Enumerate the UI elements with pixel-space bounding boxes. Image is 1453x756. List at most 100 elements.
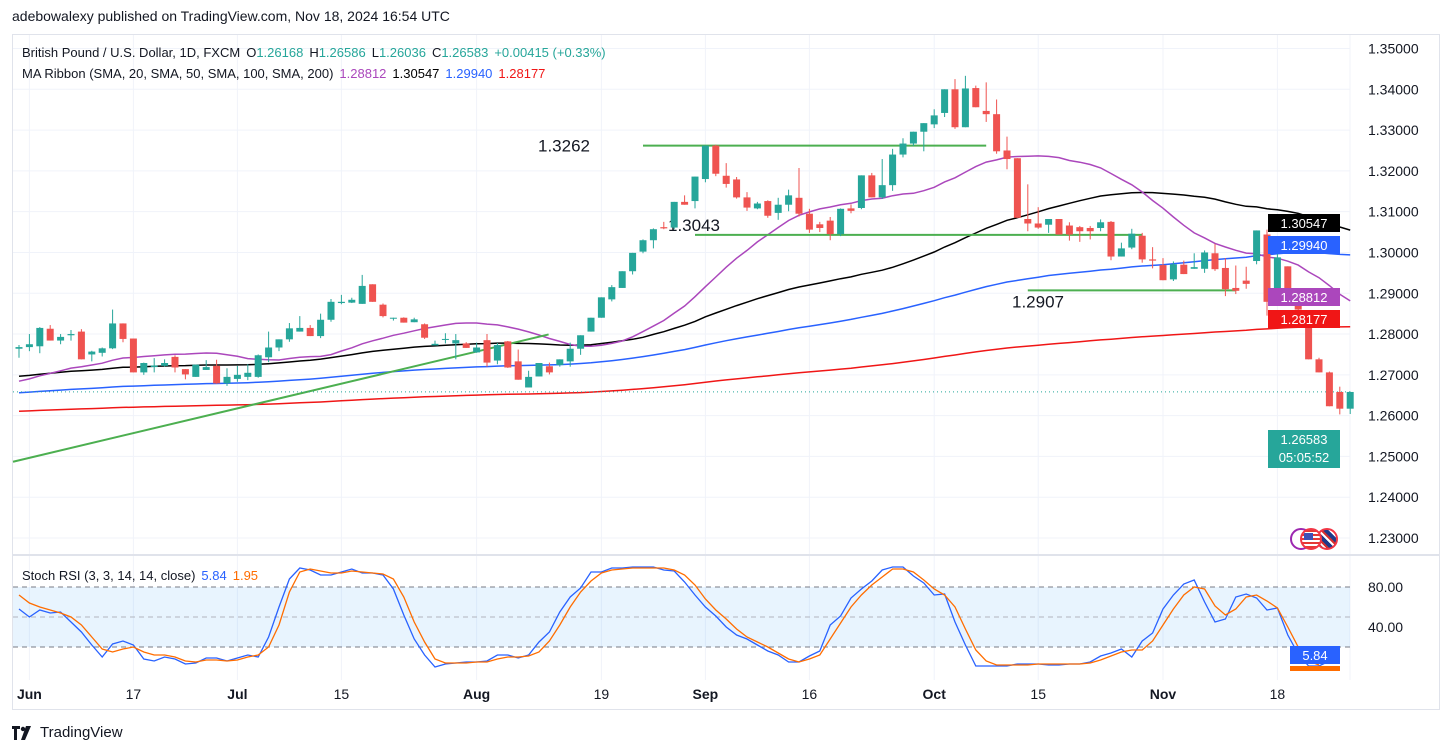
candle-body — [545, 366, 553, 373]
sma50-line — [18, 191, 1351, 378]
candle — [920, 123, 928, 152]
candle-body — [473, 347, 481, 353]
candle — [410, 317, 418, 323]
candle-body — [161, 363, 169, 366]
price-tick-label: 1.23000 — [1368, 530, 1419, 546]
candle-body — [57, 336, 65, 341]
candle — [244, 364, 252, 381]
stoch-d-value: 1.95 — [232, 568, 259, 583]
candle-body — [1305, 316, 1313, 360]
candle-body — [441, 338, 449, 340]
candle-body — [930, 115, 938, 125]
candle — [545, 362, 553, 375]
candle-body — [1263, 234, 1271, 302]
candle-body — [639, 240, 647, 252]
candle — [1325, 371, 1333, 407]
price-tick-label: 1.24000 — [1368, 489, 1419, 505]
candle — [1221, 258, 1229, 297]
candle-body — [1232, 287, 1240, 291]
price-tick-label: 1.35000 — [1368, 41, 1419, 57]
candle — [25, 334, 33, 352]
event-flags[interactable] — [1290, 528, 1338, 550]
candle — [795, 168, 803, 217]
candle — [691, 176, 699, 209]
candle-body — [452, 340, 460, 344]
high-value: 1.26586 — [318, 45, 366, 60]
candle-body — [878, 185, 886, 198]
candle-body — [649, 229, 657, 241]
candle — [857, 175, 865, 210]
candle-body — [1253, 230, 1261, 262]
candle-body — [317, 319, 325, 337]
candle — [847, 204, 855, 214]
candle-body — [629, 252, 637, 272]
candle-body — [681, 201, 689, 205]
price-tick-label: 1.26000 — [1368, 408, 1419, 424]
time-tick-label: Aug — [463, 686, 490, 702]
candle — [618, 271, 626, 288]
candle-body — [1273, 257, 1281, 302]
stoch-rsi-panel: 80.00 40.00 — [13, 566, 1403, 668]
price-tick-label: 1.31000 — [1368, 204, 1419, 220]
bar-countdown: 05:05:52 — [1278, 450, 1330, 465]
candle — [483, 334, 491, 367]
candle-body — [535, 363, 543, 377]
candle — [764, 200, 772, 218]
candle — [129, 338, 137, 373]
level-label: 1.3262 — [538, 137, 590, 156]
high-label: H — [309, 45, 319, 60]
candle — [1003, 136, 1011, 170]
candle-body — [1211, 253, 1219, 270]
time-tick-label: 17 — [126, 686, 142, 702]
candle-body — [192, 364, 200, 377]
candle-body — [587, 317, 595, 332]
candle — [930, 109, 938, 129]
candle — [1232, 265, 1240, 295]
candle-body — [816, 224, 824, 228]
candle-body — [1169, 264, 1177, 280]
close-value: 1.26583 — [441, 45, 489, 60]
candle-body — [785, 195, 793, 205]
candle — [556, 359, 564, 367]
candle-body — [421, 324, 429, 338]
candle — [1211, 243, 1219, 271]
candle-body — [889, 154, 897, 186]
candle-body — [847, 208, 855, 211]
candle-body — [181, 369, 189, 375]
candle-body — [670, 201, 678, 228]
us-flag-icon[interactable] — [1300, 528, 1322, 550]
candle-body — [327, 301, 335, 320]
candle-body — [1034, 223, 1042, 228]
open-value: 1.26168 — [256, 45, 304, 60]
candle — [899, 138, 907, 158]
candle — [1263, 229, 1271, 316]
candle — [712, 144, 720, 177]
candle — [774, 197, 782, 220]
ma-ribbon-legend: MA Ribbon (SMA, 20, SMA, 50, SMA, 100, S… — [22, 66, 551, 81]
time-tick-label: 16 — [802, 686, 818, 702]
candle-body — [46, 328, 54, 341]
annotations: 1.3262 1.3043 1.2907 — [12, 137, 1350, 463]
candle — [743, 192, 751, 211]
candle-body — [265, 347, 273, 358]
candle — [265, 331, 273, 363]
candle — [473, 342, 481, 353]
candle — [951, 79, 959, 129]
candle — [1013, 158, 1021, 218]
candle — [431, 340, 439, 346]
candles — [15, 75, 1354, 415]
candle-body — [1201, 252, 1209, 269]
candle-body — [202, 367, 210, 370]
candle-body — [1346, 391, 1354, 409]
current-price: 1.26583 — [1280, 432, 1328, 447]
change-value: +0.00415 (+0.33%) — [494, 45, 606, 60]
sma50-price-tag: 1.30547 — [1268, 214, 1340, 232]
candle-body — [400, 317, 408, 323]
candle-body — [150, 365, 158, 368]
candle — [1065, 222, 1073, 241]
candle-body — [1221, 267, 1229, 290]
stoch-tick-label: 80.00 — [1368, 579, 1403, 595]
candle-body — [514, 361, 522, 380]
candle-body — [1045, 219, 1053, 225]
